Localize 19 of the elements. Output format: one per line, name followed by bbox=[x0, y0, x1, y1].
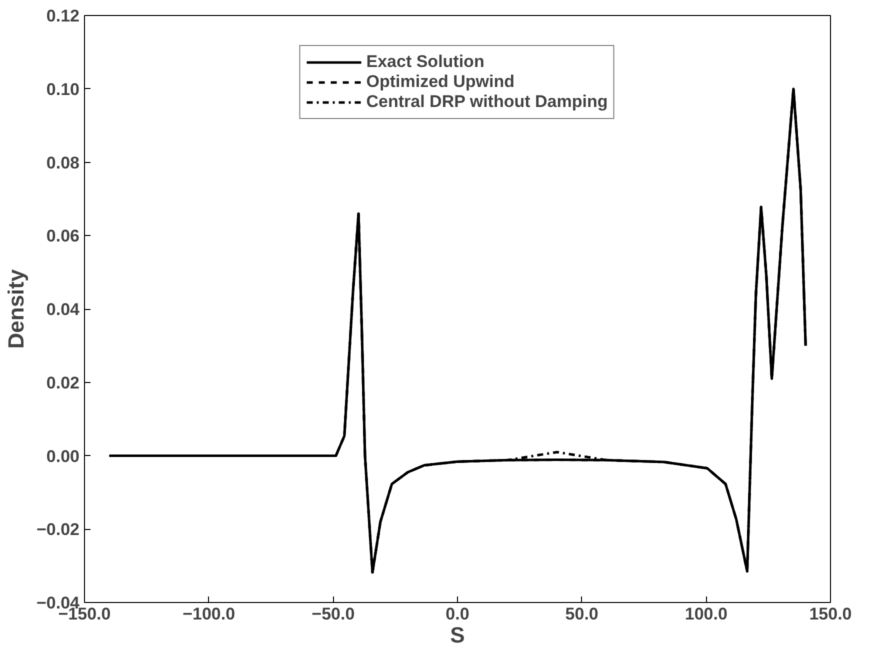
x-tick-label: 150.0 bbox=[809, 604, 852, 624]
y-tick-label: 0.06 bbox=[46, 226, 80, 246]
y-tick-label: 0.10 bbox=[46, 80, 80, 99]
x-tick-label: 100.0 bbox=[684, 604, 728, 624]
legend-label: Exact Solution bbox=[366, 52, 484, 72]
y-tick-label: 0.00 bbox=[46, 446, 80, 466]
x-tick-label: −50.0 bbox=[312, 604, 355, 624]
x-tick-label: −100.0 bbox=[182, 604, 236, 624]
x-tick-label: 50.0 bbox=[565, 604, 598, 624]
y-tick-label: 0.08 bbox=[46, 153, 80, 172]
y-tick-label: 0.02 bbox=[46, 373, 80, 392]
y-axis-title: Density bbox=[3, 268, 28, 349]
legend-label: Optimized Upwind bbox=[366, 72, 515, 92]
x-tick-label: 0.0 bbox=[446, 604, 470, 624]
legend-label: Central DRP without Damping bbox=[366, 92, 608, 112]
x-axis-title: S bbox=[450, 622, 465, 648]
y-tick-label: 0.04 bbox=[46, 300, 80, 319]
y-tick-label: 0.12 bbox=[46, 6, 80, 26]
y-tick-label: −0.02 bbox=[36, 520, 80, 540]
